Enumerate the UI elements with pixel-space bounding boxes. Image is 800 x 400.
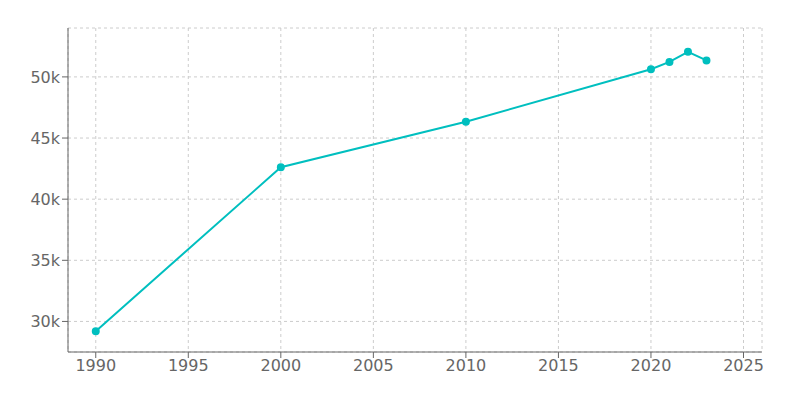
svg-text:45k: 45k: [30, 129, 60, 148]
svg-text:1995: 1995: [168, 356, 209, 375]
svg-text:2015: 2015: [538, 356, 579, 375]
svg-text:2020: 2020: [631, 356, 672, 375]
svg-text:35k: 35k: [30, 251, 60, 270]
svg-text:2005: 2005: [353, 356, 394, 375]
svg-text:2010: 2010: [446, 356, 487, 375]
svg-text:40k: 40k: [30, 190, 60, 209]
svg-text:2025: 2025: [723, 356, 764, 375]
svg-text:1990: 1990: [75, 356, 116, 375]
svg-text:50k: 50k: [30, 68, 60, 87]
svg-text:2000: 2000: [260, 356, 301, 375]
svg-text:30k: 30k: [30, 312, 60, 331]
